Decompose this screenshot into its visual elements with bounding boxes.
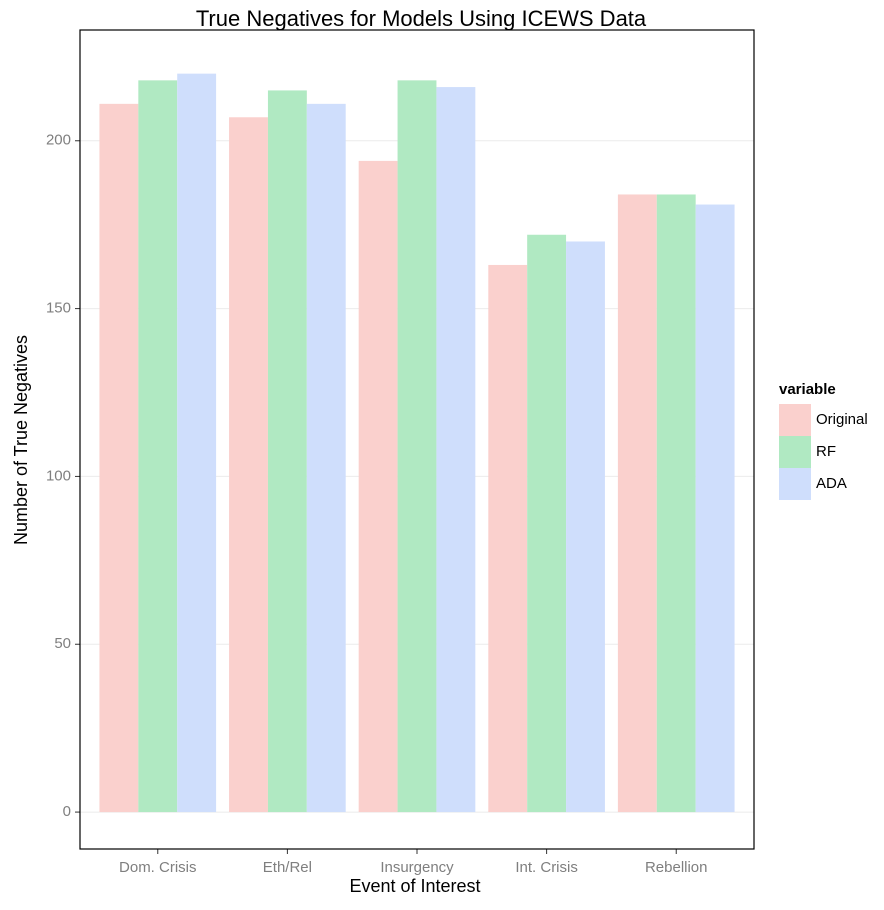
legend-key — [779, 468, 811, 500]
bar — [488, 264, 528, 813]
bar — [358, 160, 398, 813]
bar — [566, 241, 605, 813]
x-tick-label: Rebellion — [645, 859, 708, 876]
legend-label: ADA — [816, 475, 847, 492]
bar — [695, 204, 735, 813]
bar — [177, 73, 217, 813]
legend-key — [779, 404, 811, 436]
bar — [267, 90, 307, 813]
legend-label: Original — [816, 411, 868, 428]
x-axis-title: Event of Interest — [349, 876, 480, 896]
bar — [527, 234, 567, 813]
bar — [397, 80, 437, 813]
panel-border — [79, 29, 755, 850]
x-tick-label: Dom. Crisis — [119, 859, 197, 876]
legend-label: RF — [816, 443, 836, 460]
legend-title: variable — [779, 381, 836, 398]
bar — [436, 87, 476, 813]
bar — [229, 117, 268, 813]
x-tick-label: Eth/Rel — [263, 859, 312, 876]
bar — [656, 194, 696, 813]
y-axis-title: Number of True Negatives — [11, 335, 31, 545]
y-tick-label: 200 — [46, 132, 71, 149]
x-tick-label: Insurgency — [380, 859, 454, 876]
bar — [617, 194, 657, 813]
y-tick-label: 50 — [54, 635, 71, 652]
bar — [138, 80, 178, 813]
y-tick-label: 100 — [46, 467, 71, 484]
legend-key — [779, 436, 811, 468]
y-tick-label: 0 — [63, 803, 71, 820]
x-tick-label: Int. Crisis — [515, 859, 578, 876]
bar — [99, 103, 139, 813]
bar — [306, 103, 346, 813]
chart-title: True Negatives for Models Using ICEWS Da… — [196, 6, 647, 31]
y-tick-label: 150 — [46, 300, 71, 317]
